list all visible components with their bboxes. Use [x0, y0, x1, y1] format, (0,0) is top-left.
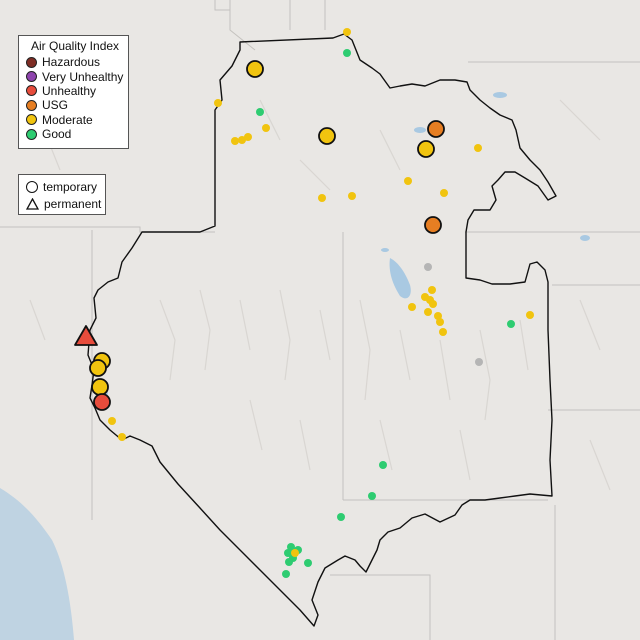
usg-swatch: [26, 99, 37, 111]
monitor-marker-small: [282, 570, 290, 578]
terrain-shading: [29, 99, 611, 491]
monitor-marker-temporary: [424, 216, 442, 234]
monitor-marker-small: [118, 433, 126, 441]
monitor-marker-temporary: [417, 140, 435, 158]
monitor-marker-small: [474, 144, 482, 152]
legend-item-permanent: permanent: [23, 195, 102, 212]
monitor-marker-temporary: [89, 359, 107, 377]
legend-item-unhealthy: Unhealthy: [23, 84, 122, 98]
monitor-marker-small: [428, 286, 436, 294]
monitor-marker-permanent: [74, 325, 98, 346]
monitor-marker-temporary: [318, 127, 336, 145]
monitor-marker-small: [214, 99, 222, 107]
monitor-marker-small: [421, 293, 429, 301]
circle-icon: [26, 180, 38, 193]
monitor-marker-small: [424, 308, 432, 316]
legend-item-usg: USG: [23, 98, 122, 112]
monitor-marker-small: [429, 300, 437, 308]
monitor-marker-small: [475, 358, 483, 366]
monitor-marker-small: [287, 543, 295, 551]
monitor-marker-small: [526, 311, 534, 319]
very-unhealthy-swatch: [26, 71, 37, 83]
monitor-marker-small: [337, 513, 345, 521]
lake: [414, 127, 426, 133]
monitor-marker-small: [343, 28, 351, 36]
monitor-marker-small: [368, 492, 376, 500]
lake: [381, 248, 389, 252]
legend-label: USG: [42, 98, 69, 113]
monitor-type-legend: temporary permanent: [18, 174, 106, 215]
legend-item-moderate: Moderate: [23, 113, 122, 127]
monitor-marker-small: [507, 320, 515, 328]
monitor-marker-temporary: [246, 60, 264, 78]
monitor-marker-small: [404, 177, 412, 185]
legend-label: Hazardous: [42, 55, 101, 70]
monitor-marker-small: [408, 303, 416, 311]
monitor-marker-small: [379, 461, 387, 469]
aqi-legend: Air Quality Index Hazardous Very Unhealt…: [18, 35, 129, 149]
monitor-marker-small: [304, 559, 312, 567]
monitor-marker-small: [439, 328, 447, 336]
legend-item-very-unhealthy: Very Unhealthy: [23, 69, 124, 84]
legend-item-hazardous: Hazardous: [23, 55, 122, 69]
monitor-marker-small: [348, 192, 356, 200]
legend-label: Good: [42, 127, 72, 142]
lake: [493, 92, 507, 98]
monitor-marker-small: [440, 189, 448, 197]
legend-item-good: Good: [23, 127, 122, 141]
monitor-marker-small: [291, 549, 299, 557]
legend-label: permanent: [44, 196, 102, 211]
monitor-marker-small: [262, 124, 270, 132]
monitor-marker-small: [285, 558, 293, 566]
monitor-marker-small: [318, 194, 326, 202]
good-swatch: [26, 128, 37, 140]
legend-label: Very Unhealthy: [42, 69, 124, 84]
markers-layer: [74, 28, 534, 578]
monitor-marker-temporary: [93, 393, 111, 411]
legend-label: Unhealthy: [42, 83, 97, 98]
monitor-marker-small: [238, 136, 246, 144]
monitor-marker-small: [343, 49, 351, 57]
monitor-marker-small: [424, 263, 432, 271]
region-border: [87, 33, 557, 627]
great-salt-lake: [389, 258, 411, 299]
legend-label: temporary: [43, 179, 98, 194]
legend-label: Moderate: [42, 112, 93, 127]
triangle-icon: [26, 197, 39, 210]
legend-title: Air Quality Index: [31, 39, 120, 53]
monitor-marker-small: [284, 549, 292, 557]
monitor-marker-small: [436, 318, 444, 326]
lake: [580, 235, 590, 241]
monitor-marker-small: [244, 133, 252, 141]
legend-item-temporary: temporary: [23, 178, 99, 195]
moderate-swatch: [26, 114, 37, 126]
monitor-marker-small: [231, 137, 239, 145]
monitor-marker-small: [256, 108, 264, 116]
monitor-marker-small: [108, 417, 116, 425]
monitor-marker-temporary: [91, 378, 109, 396]
unhealthy-swatch: [26, 85, 37, 97]
ocean: [0, 488, 74, 640]
hazardous-swatch: [26, 56, 37, 68]
monitor-marker-temporary: [427, 120, 445, 138]
